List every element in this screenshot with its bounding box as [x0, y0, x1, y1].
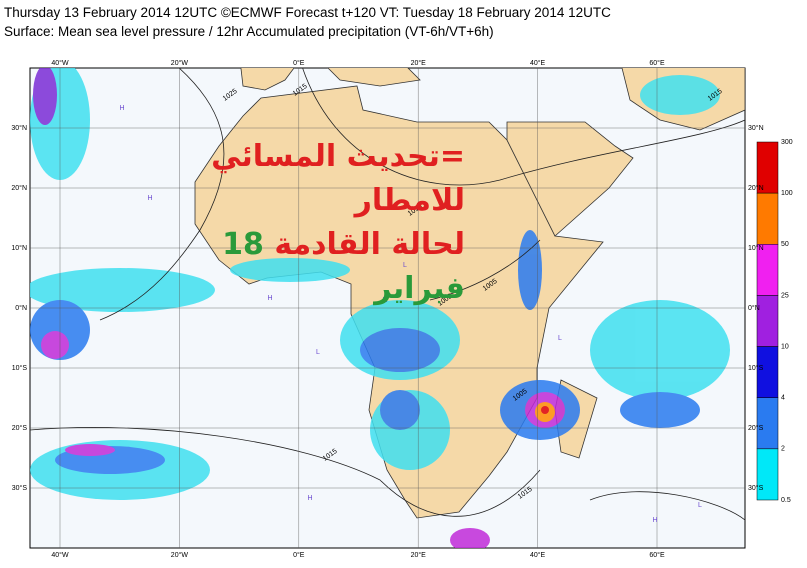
- pressure-center: H: [382, 297, 387, 304]
- colorbar-label: 300: [781, 139, 793, 146]
- colorbar-segment: [756, 397, 779, 450]
- graticule: [30, 68, 745, 548]
- lat-label: 10°N: [748, 244, 764, 252]
- colorbar-label: 50: [781, 241, 789, 248]
- colorbar: 300 100 50 25 10 4 2 0.5: [756, 139, 793, 504]
- colorbar-segment: [756, 192, 779, 245]
- overlay-text: =تحديث المسائي للامطار لحالة القادمة 18 …: [150, 135, 465, 311]
- colorbar-label: 100: [781, 190, 793, 197]
- lon-label: 40°E: [530, 59, 546, 67]
- colorbar-label: 2: [781, 446, 785, 453]
- colorbar-label: 10: [781, 343, 789, 350]
- colorbar-label: 4: [781, 395, 785, 402]
- lat-label: 30°N: [11, 124, 27, 132]
- overlay-line: =تحديث المسائي للامطار: [211, 139, 465, 218]
- lon-label: 40°E: [530, 551, 546, 559]
- lat-label: 0°N: [15, 304, 27, 312]
- lat-label: 10°S: [748, 364, 764, 372]
- lat-label: 0°N: [748, 304, 760, 312]
- isobars: [30, 68, 745, 521]
- subtitle: Surface: Mean sea level pressure / 12hr …: [4, 24, 494, 39]
- overlay-red: لحالة القادمة: [274, 227, 465, 262]
- land: [240, 68, 295, 91]
- lat-label: 30°N: [748, 124, 764, 132]
- pressure-center: L: [403, 262, 407, 269]
- land: [327, 68, 421, 87]
- colorbar-label: 0.5: [781, 497, 791, 504]
- lon-label: 20°E: [411, 59, 427, 67]
- pressure-center: H: [307, 495, 312, 502]
- lon-label: 0°E: [293, 551, 305, 559]
- pressure-center: H: [652, 517, 657, 524]
- colorbar-label: 25: [781, 292, 789, 299]
- land: [506, 121, 634, 237]
- lat-label: 30°S: [12, 484, 28, 492]
- lon-label: 40°W: [51, 551, 69, 559]
- colorbar-segment: [756, 244, 779, 296]
- lat-label: 20°N: [748, 184, 764, 192]
- pressure-center: H: [119, 105, 124, 112]
- lon-label: 20°W: [171, 551, 189, 559]
- overlay-green: 18 فبراير: [222, 227, 465, 306]
- colorbar-segment: [756, 448, 779, 501]
- lat-label: 20°S: [12, 424, 28, 432]
- lat-label: 10°S: [12, 364, 28, 372]
- map-body: [30, 68, 745, 548]
- lat-label: 20°N: [11, 184, 27, 192]
- pressure-center: L: [316, 349, 320, 356]
- title: Thursday 13 February 2014 12UTC ©ECMWF F…: [4, 5, 611, 20]
- lon-label: 40°W: [51, 59, 69, 67]
- pressure-center: H: [147, 195, 152, 202]
- lat-label: 20°S: [748, 424, 764, 432]
- lon-label: 20°W: [171, 59, 189, 67]
- colorbar-segment: [756, 295, 779, 347]
- lon-label: 60°E: [649, 59, 665, 67]
- colorbar-segment: [756, 346, 779, 398]
- lon-label: 0°E: [293, 59, 305, 67]
- pressure-center: H: [267, 295, 272, 302]
- lon-label: 60°E: [649, 551, 665, 559]
- lat-label: 10°N: [11, 244, 27, 252]
- lat-label: 30°S: [748, 484, 764, 492]
- lon-label: 20°E: [411, 551, 427, 559]
- pressure-center: L: [558, 335, 562, 342]
- pressure-center: L: [698, 502, 702, 509]
- overlay-line: لحالة القادمة 18 فبراير: [150, 223, 465, 311]
